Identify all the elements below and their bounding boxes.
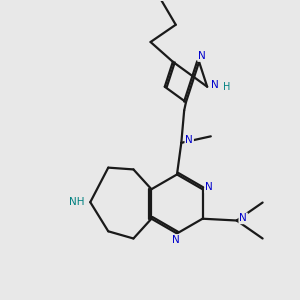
Text: N: N xyxy=(198,51,206,61)
Text: N: N xyxy=(185,135,193,145)
Text: N: N xyxy=(172,235,180,245)
Text: NH: NH xyxy=(69,197,84,207)
Text: N: N xyxy=(211,80,219,90)
Text: H: H xyxy=(223,82,231,92)
Text: N: N xyxy=(205,182,213,192)
Text: N: N xyxy=(239,213,247,224)
